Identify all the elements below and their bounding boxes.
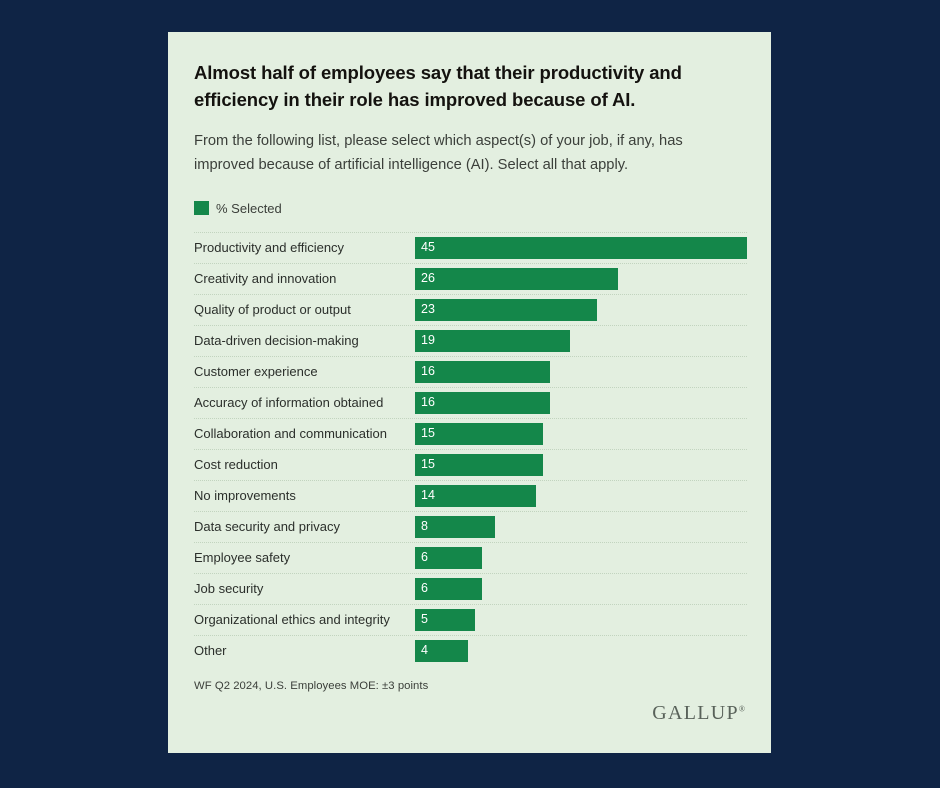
chart-row: Creativity and innovation 26 [194,263,747,294]
chart-row-label: Quality of product or output [194,302,351,318]
gallup-logo: GALLUP® [652,702,745,725]
chart-bar-track: 16 [415,360,747,383]
chart-row: Customer experience 16 [194,356,747,387]
chart-bar: 26 [415,267,618,290]
legend-label: % Selected [216,200,282,216]
chart-row: No improvements 14 [194,480,747,511]
chart-bar-value: 14 [421,488,435,503]
chart-bar: 16 [415,360,550,383]
chart-bar: 6 [415,546,482,569]
chart-bar: 23 [415,298,598,321]
chart-bar: 19 [415,329,571,352]
chart-row-label: Data security and privacy [194,519,340,535]
chart-row-label: Data-driven decision-making [194,333,359,349]
chart-bar-track: 23 [415,298,747,321]
chart-bar: 15 [415,453,543,476]
chart-row-label: Creativity and innovation [194,271,337,287]
gallup-registered-mark: ® [738,704,745,714]
chart-bar: 8 [415,515,496,538]
chart-bar-track: 6 [415,577,747,600]
chart-bar-value: 6 [421,550,428,565]
chart-bar: 16 [415,391,550,414]
chart-bar-value: 45 [421,240,435,255]
chart-bar-track: 5 [415,608,747,631]
chart-bar-value: 6 [421,581,428,596]
chart-bar-track: 8 [415,515,747,538]
chart-row: Cost reduction 15 [194,449,747,480]
chart-bar-track: 45 [415,236,747,259]
chart-row-label: Employee safety [194,550,291,566]
chart-bar-track: 15 [415,422,747,445]
chart-row: Organizational ethics and integrity 5 [194,604,747,635]
chart-row-label: Collaboration and communication [194,426,387,442]
chart-bar: 4 [415,639,469,662]
chart-legend: % Selected [194,200,747,216]
chart-row: Quality of product or output 23 [194,294,747,325]
legend-swatch-icon [194,201,209,216]
chart-bar-value: 16 [421,395,435,410]
chart-row-label: No improvements [194,488,296,504]
chart-bar-value: 15 [421,426,435,441]
chart-bar-track: 6 [415,546,747,569]
chart-bar: 6 [415,577,482,600]
chart-row-label: Productivity and efficiency [194,240,345,256]
chart-bar-value: 26 [421,271,435,286]
chart-row: Data-driven decision-making 19 [194,325,747,356]
chart-bar: 15 [415,422,543,445]
chart-bar-value: 8 [421,519,428,534]
chart-bar-value: 16 [421,364,435,379]
chart-bar-value: 15 [421,457,435,472]
chart-bar-value: 19 [421,333,435,348]
chart-bar-value: 23 [421,302,435,317]
chart-bar-track: 26 [415,267,747,290]
chart-bar-track: 19 [415,329,747,352]
bar-chart: Productivity and efficiency 45 Creativity … [194,232,747,666]
chart-row-label: Cost reduction [194,457,278,473]
chart-footnote: WF Q2 2024, U.S. Employees MOE: ±3 point… [194,680,429,693]
chart-row: Other 4 [194,635,747,666]
chart-bar-track: 16 [415,391,747,414]
chart-row-label: Customer experience [194,364,318,380]
chart-bar: 14 [415,484,537,507]
chart-bar-track: 14 [415,484,747,507]
chart-row: Data security and privacy 8 [194,511,747,542]
chart-bar-value: 5 [421,612,428,627]
chart-subtitle: From the following list, please select w… [194,133,683,174]
chart-row-label: Organizational ethics and integrity [194,612,390,628]
chart-row-label: Accuracy of information obtained [194,395,384,411]
chart-row-label: Other [194,643,227,659]
page-title: Almost half of employees say that their … [194,62,682,110]
chart-card: Almost half of employees say that their … [168,32,771,753]
chart-bar: 45 [415,236,747,259]
chart-row: Accuracy of information obtained 16 [194,387,747,418]
chart-bar-track: 4 [415,639,747,662]
chart-bar: 5 [415,608,475,631]
chart-row: Productivity and efficiency 45 [194,232,747,263]
chart-row: Collaboration and communication 15 [194,418,747,449]
chart-row: Employee safety 6 [194,542,747,573]
chart-bar-value: 4 [421,643,428,658]
chart-bar-track: 15 [415,453,747,476]
chart-row-label: Job security [194,581,264,597]
chart-row: Job security 6 [194,573,747,604]
gallup-logo-text: GALLUP [652,702,739,724]
